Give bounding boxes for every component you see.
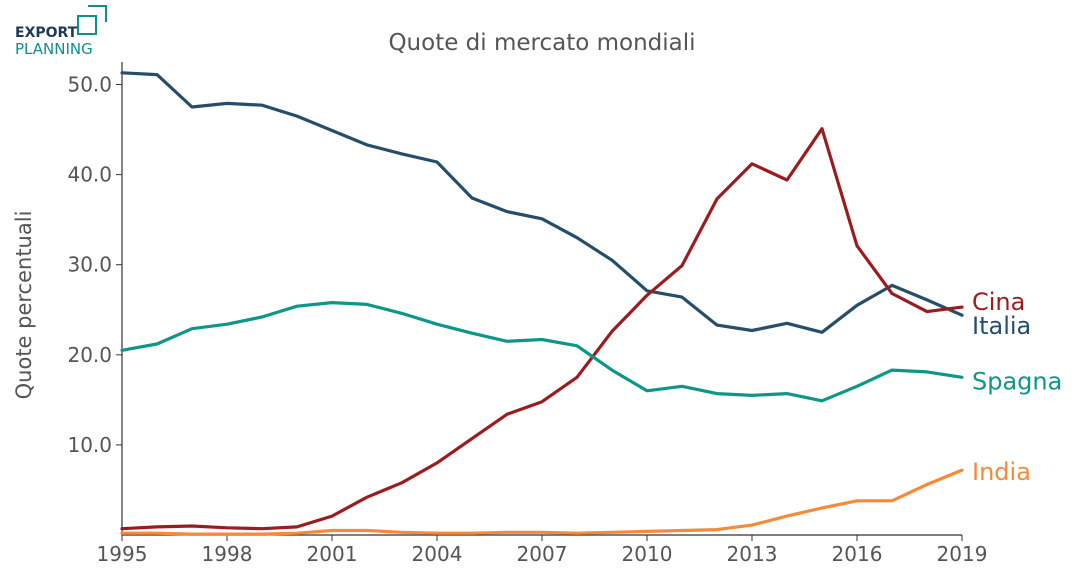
y-tick-label: 20.0 [67, 343, 112, 367]
logo-square-icon [77, 15, 97, 35]
y-axis-label: Quote percentuali [12, 211, 36, 400]
series-layer [120, 71, 964, 536]
x-tick-label: 2019 [937, 542, 988, 566]
series-line-cina [120, 127, 964, 531]
series-line-spagna [120, 301, 964, 403]
x-tick-label: 2001 [307, 542, 358, 566]
y-tick-label: 10.0 [67, 433, 112, 457]
x-tick-label: 2004 [412, 542, 463, 566]
chart-title: Quote di mercato mondiali [388, 30, 695, 56]
logo-text-planning: PLANNING [15, 40, 93, 58]
logo-arrow-icon [88, 5, 107, 22]
series-label-cina: Cina [972, 288, 1025, 316]
series-label-india: India [972, 458, 1031, 486]
axes: 10.0 20.0 30.0 40.0 50.0 1995 1998 2001 2004 2007… [67, 62, 987, 566]
x-tick-label: 1998 [202, 542, 253, 566]
x-tick-label: 2013 [727, 542, 778, 566]
series-label-spagna: Spagna [972, 367, 1062, 395]
x-tick-label: 2016 [832, 542, 883, 566]
export-planning-logo: EXPORT PLANNING [15, 5, 107, 58]
x-tick-label: 2010 [622, 542, 673, 566]
logo-text-export: EXPORT [15, 25, 78, 41]
x-tick-label: 1995 [97, 542, 148, 566]
y-tick-label: 30.0 [67, 253, 112, 277]
y-tick-label: 40.0 [67, 163, 112, 187]
series-line-italia [120, 71, 964, 334]
y-tick-label: 50.0 [67, 73, 112, 97]
series-label-italia: Italia [972, 312, 1031, 340]
x-tick-label: 2007 [517, 542, 568, 566]
series-line-india [120, 468, 964, 536]
